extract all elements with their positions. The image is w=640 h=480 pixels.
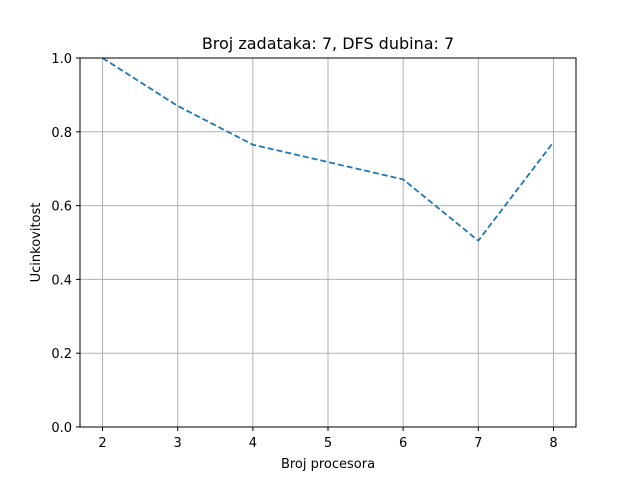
- series-line: [102, 57, 555, 242]
- chart-title: Broj zadataka: 7, DFS dubina: 7: [202, 34, 454, 53]
- x-tick-label: 3: [174, 436, 182, 451]
- x-axis-label: Broj procesora: [281, 457, 375, 472]
- y-tick-label: 1.0: [51, 52, 72, 67]
- series-layer: [102, 57, 555, 242]
- y-tick-label: 0.2: [51, 347, 72, 362]
- axis-ticks: 2 3 4 5 6 7 8 0.0 0.2 0.4 0.6 0.8 1.0: [51, 52, 557, 451]
- x-tick-label: 7: [474, 436, 482, 451]
- y-tick-label: 0.0: [51, 421, 72, 436]
- x-tick-label: 8: [549, 436, 557, 451]
- y-tick-label: 0.6: [51, 200, 72, 215]
- x-tick-label: 5: [324, 436, 332, 451]
- y-axis-label: Ucinkovitost: [29, 203, 44, 283]
- y-tick-label: 0.4: [51, 273, 72, 288]
- y-tick-label: 0.8: [51, 126, 72, 141]
- grid: [80, 57, 576, 428]
- x-tick-label: 6: [399, 436, 407, 451]
- x-tick-label: 4: [249, 436, 257, 451]
- x-tick-label: 2: [98, 436, 106, 451]
